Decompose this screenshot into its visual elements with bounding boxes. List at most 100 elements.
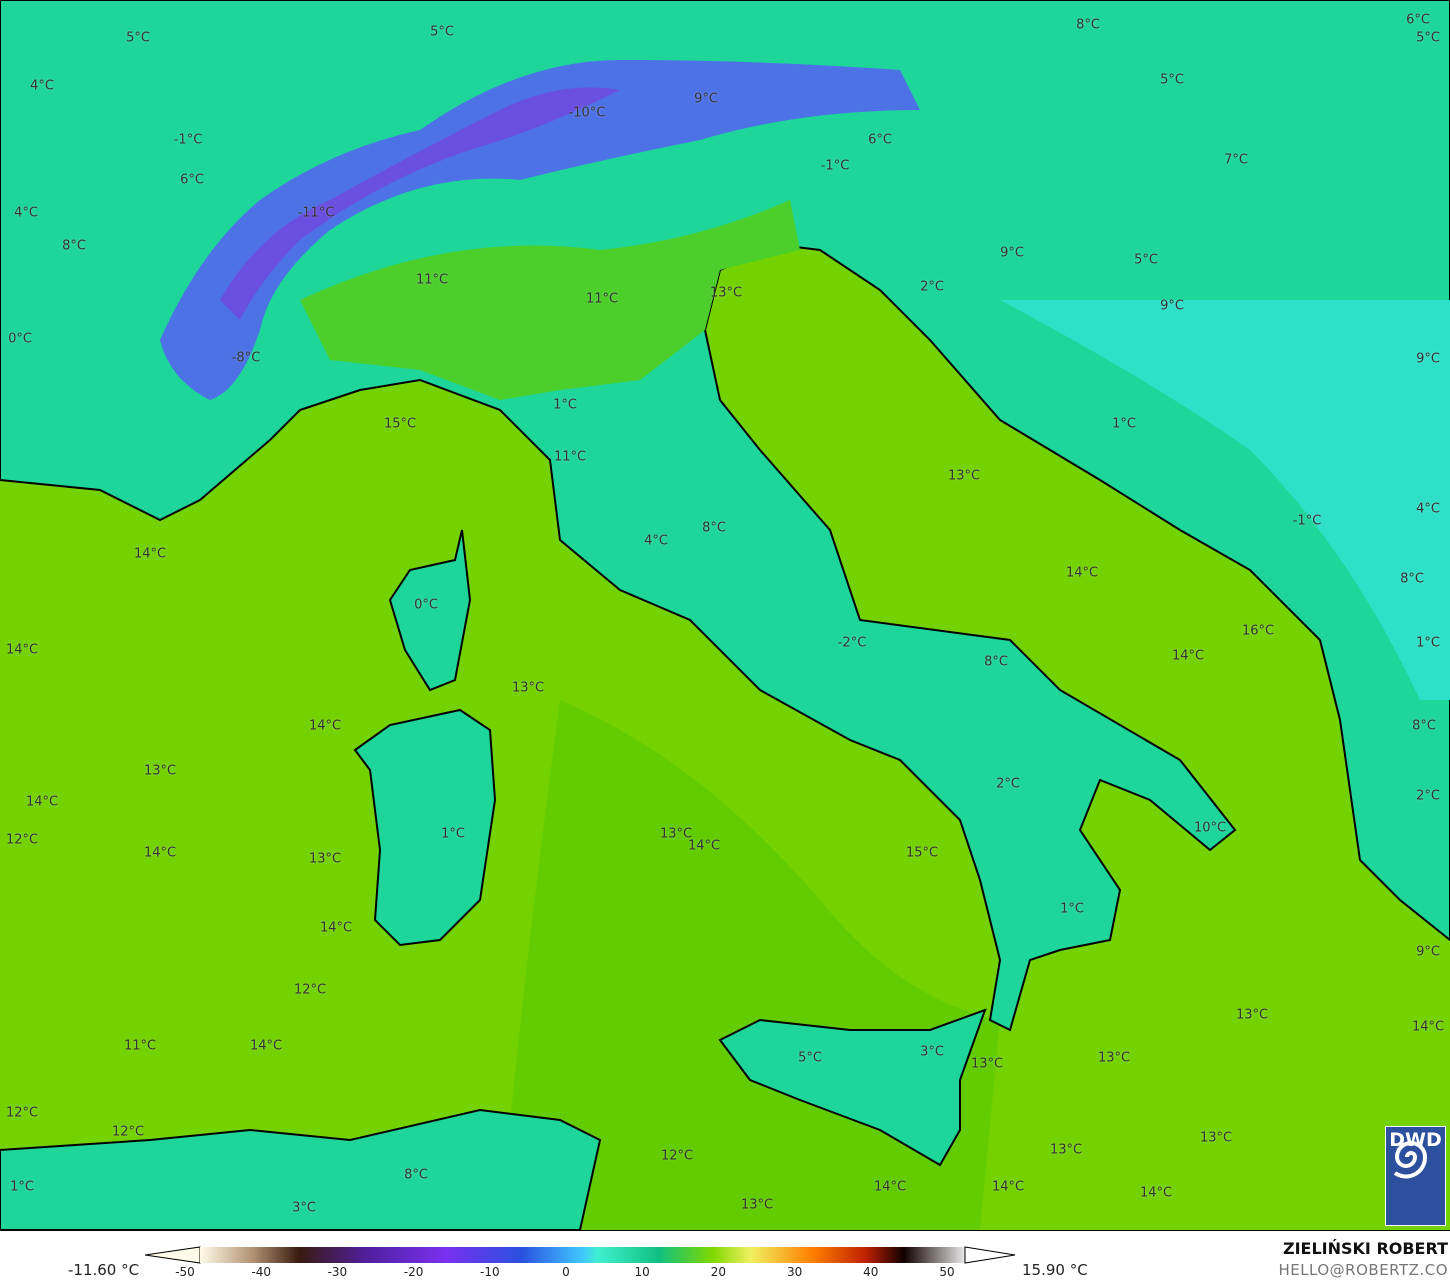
min-temperature: -11.60 °C [68,1261,140,1279]
temperature-label: 6°C [1406,12,1430,28]
temperature-label: 6°C [868,132,892,148]
temperature-label: 13°C [143,763,177,779]
temperature-label: 12°C [660,1148,694,1164]
temperature-label: 14°C [25,794,59,810]
temperature-label: 14°C [143,845,177,861]
temperature-label: 11°C [123,1038,157,1054]
temperature-label: 12°C [293,982,327,998]
temperature-label: 5°C [1134,252,1158,268]
temperature-label: 9°C [1416,351,1440,367]
temperature-label: 11°C [585,291,619,307]
temperature-label: 8°C [984,654,1008,670]
temperature-label: 5°C [1416,30,1440,46]
temperature-label: -2°C [837,635,867,651]
temperature-label: 13°C [947,468,981,484]
temperature-label: 8°C [404,1167,428,1183]
temperature-label: 14°C [308,718,342,734]
temperature-label: 8°C [1400,571,1424,587]
legend-bar: -11.60 °C -50 -40 -30 -20 -10 0 10 20 30 40 50 15.… [0,1231,1450,1287]
temperature-label: 8°C [1412,718,1436,734]
temperature-label: 1°C [553,397,577,413]
temperature-label: 1°C [1060,901,1084,917]
temperature-label: 8°C [702,520,726,536]
temperature-label: 2°C [1416,788,1440,804]
temperature-label: 14°C [1065,565,1099,581]
colorbar-tick-label: 10 [634,1265,650,1279]
temperature-label: 12°C [5,832,39,848]
temperature-label: 11°C [415,272,449,288]
temperature-label: 14°C [1411,1019,1445,1035]
temperature-label: 10°C [1193,820,1227,836]
temperature-label: -11°C [297,205,335,221]
temperature-label: 1°C [441,826,465,842]
temperature-label: 9°C [1000,245,1024,261]
temperature-label: -1°C [820,158,850,174]
balkan-mountains [1000,300,1450,700]
temperature-label: 13°C [1049,1142,1083,1158]
temperature-label: 8°C [1076,17,1100,33]
temperature-label: 12°C [5,1105,39,1121]
temperature-label: 12°C [111,1124,145,1140]
temperature-label: 14°C [1171,648,1205,664]
temperature-label: 14°C [991,1179,1025,1195]
map-canvas [0,0,1450,1230]
colorbar-tick-label: -50 [175,1265,195,1279]
temperature-label: 1°C [1416,635,1440,651]
temperature-label: 16°C [1241,623,1275,639]
temperature-label: 7°C [1224,152,1248,168]
temperature-label: 4°C [30,78,54,94]
colorbar-tick-label: 20 [710,1265,727,1279]
colorbar-tick-label: 50 [939,1265,955,1279]
colorbar-tick-label: 30 [786,1265,803,1279]
temperature-label: 13°C [1235,1007,1269,1023]
temperature-label: 0°C [8,331,32,347]
temperature-label: 14°C [5,642,39,658]
temperature-label: 1°C [10,1179,34,1195]
temperature-label: -1°C [173,132,203,148]
temperature-label: 3°C [920,1044,944,1060]
temperature-label: 13°C [511,680,545,696]
sicily [718,1008,987,1167]
colorbar-tick-label: -30 [327,1265,348,1279]
northern-landmass [0,0,1450,1032]
corsica [388,529,472,692]
colorbar [145,1246,1016,1264]
temperature-label: 14°C [319,920,353,936]
temperature-label: 9°C [1416,944,1440,960]
author-email: HELLO@ROBERTZ.CO [1278,1261,1448,1279]
temperature-label: 5°C [126,30,150,46]
temperature-label: -10°C [568,105,606,121]
temperature-label: -1°C [1292,513,1322,529]
temperature-label: 14°C [133,546,167,562]
temperature-label: 2°C [920,279,944,295]
temperature-label: 4°C [14,205,38,221]
dwd-logo: DWD [1385,1126,1446,1226]
lowland-po-valley [300,200,800,400]
spiral-icon [1393,1141,1428,1179]
temperature-label: 14°C [1139,1185,1173,1201]
temperature-label: 5°C [430,24,454,40]
temperature-label: 9°C [1160,298,1184,314]
temperature-label: 0°C [414,597,438,613]
temperature-label: 13°C [1199,1130,1233,1146]
colorbar-tick-label: 40 [863,1265,879,1279]
sardinia [353,708,497,947]
temperature-label: 8°C [62,238,86,254]
temperature-label: 6°C [180,172,204,188]
temperature-label: 9°C [694,91,718,107]
temperature-label: 13°C [1097,1050,1131,1066]
temperature-label: 14°C [873,1179,907,1195]
temperature-label: 13°C [659,826,693,842]
temperature-label: 5°C [1160,72,1184,88]
temperature-label: 13°C [970,1056,1004,1072]
temperature-label: 13°C [308,851,342,867]
temperature-label: 1°C [1112,416,1136,432]
colorbar-tick-label: -20 [403,1265,424,1279]
temperature-label: 4°C [644,533,668,549]
temperature-label: 13°C [709,285,743,301]
temperature-label: 5°C [798,1050,822,1066]
colorbar-tick-label: 0 [562,1265,570,1279]
temperature-label: -8°C [231,350,261,366]
temperature-label: 15°C [383,416,417,432]
max-temperature: 15.90 °C [1022,1261,1088,1279]
